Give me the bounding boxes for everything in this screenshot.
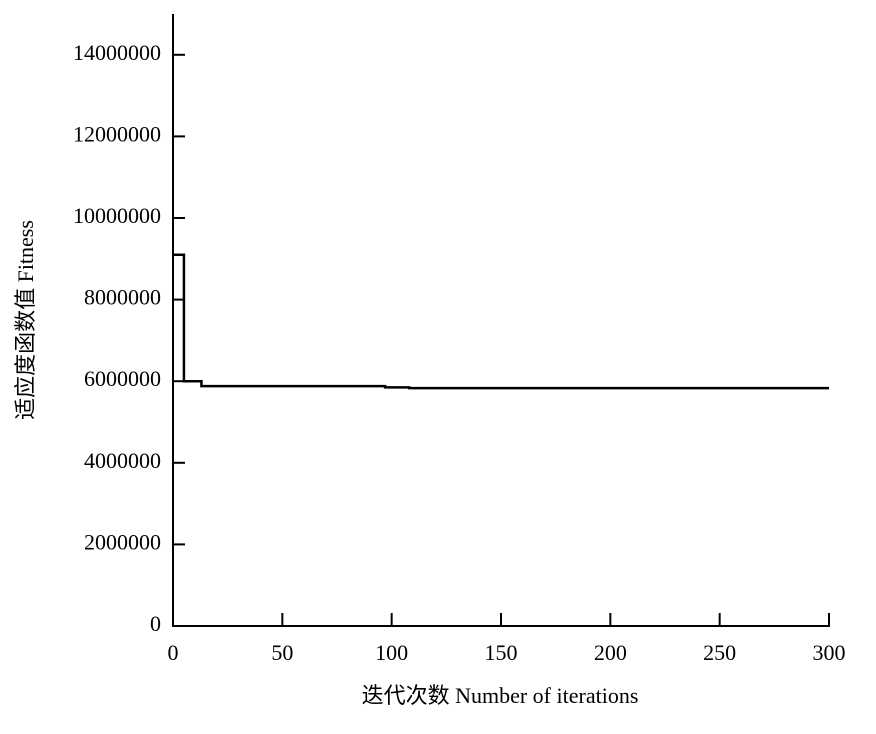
y-tick-label: 6000000	[84, 366, 161, 391]
y-tick-label: 14000000	[73, 40, 161, 65]
x-tick-label: 150	[485, 640, 518, 665]
y-tick-label: 8000000	[84, 285, 161, 310]
y-tick-label: 4000000	[84, 448, 161, 473]
x-tick-label: 50	[271, 640, 293, 665]
x-tick-label: 300	[813, 640, 846, 665]
x-tick-label: 100	[375, 640, 408, 665]
y-tick-label: 12000000	[73, 121, 161, 146]
x-tick-label: 0	[168, 640, 179, 665]
y-tick-label: 0	[150, 611, 161, 636]
y-tick-label: 2000000	[84, 529, 161, 554]
x-axis-label: 迭代次数 Number of iterations	[362, 683, 639, 708]
y-tick-label: 10000000	[73, 203, 161, 228]
data-line	[173, 253, 829, 390]
y-axis-label: 适应度函数值 Fitness	[13, 220, 38, 420]
x-tick-label: 250	[703, 640, 736, 665]
x-tick-label: 200	[594, 640, 627, 665]
